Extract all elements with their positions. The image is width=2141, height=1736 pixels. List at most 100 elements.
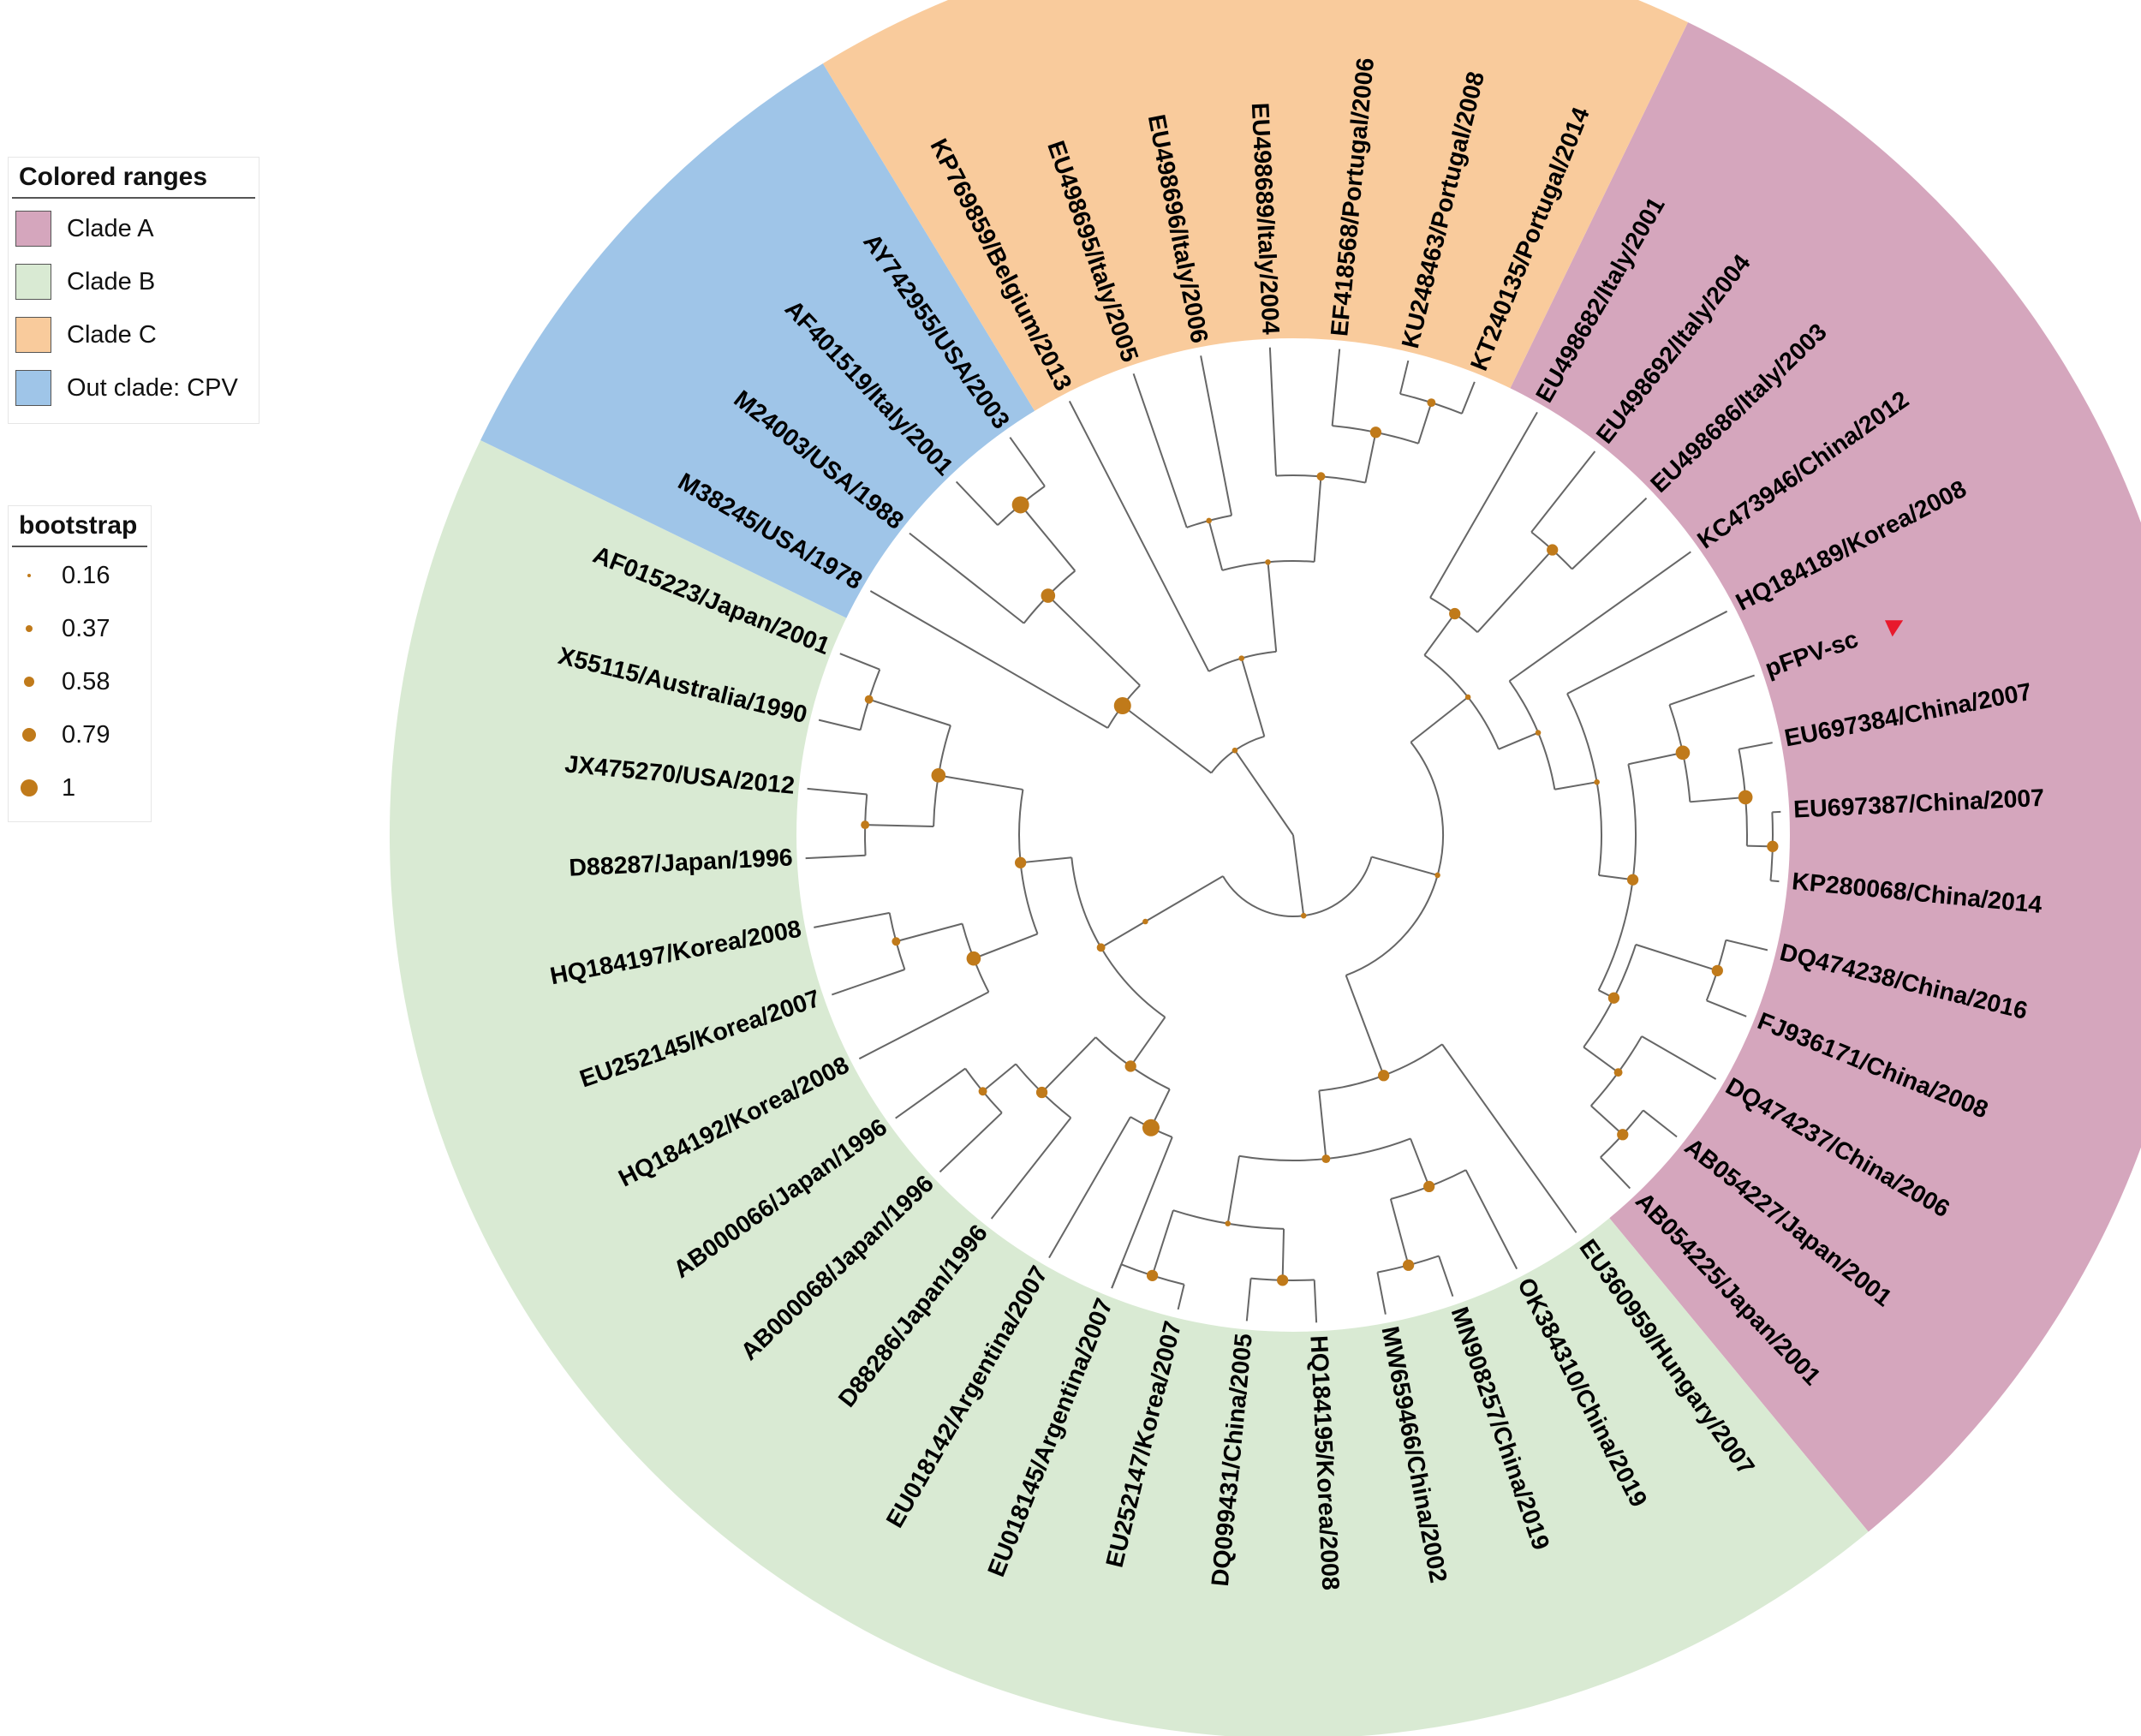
bootstrap-node-dot [1265,559,1271,565]
branch-line [1738,742,1773,750]
branch-line [807,787,868,796]
branch-line [1464,1169,1518,1270]
bootstrap-node-dot [1626,874,1639,886]
bootstrap-node-dot [1316,472,1326,481]
bootstrap-node-dot [1767,840,1779,852]
branch-line [955,480,999,526]
bootstrap-node-dot [1607,992,1620,1004]
branch-line [1628,751,1684,766]
clade-b-swatch [15,264,51,300]
branch-line [1144,875,1224,922]
branch-line [1770,880,1780,883]
branch-line [1371,856,1438,876]
branch-line [1048,1116,1131,1259]
branch-line [1423,612,1456,656]
branch-line [895,1067,966,1119]
branch-line [1410,696,1469,743]
branch-line [1389,1198,1410,1266]
branch-line [1566,610,1728,695]
branch-line [896,922,963,943]
bootstrap-node-dot [1535,730,1542,736]
bootstrap-node-dot [1041,588,1056,603]
branch-line [1313,1280,1318,1323]
legend-item-clade-a: Clade A [9,202,259,255]
bootstrap-dot-icon [27,574,31,577]
bootstrap-node-dot [1402,1259,1415,1271]
bootstrap-dot-icon [24,677,34,687]
bootstrap-node-dot [1464,694,1471,701]
branch-line [1318,1090,1327,1160]
bootstrap-node-dot [1738,790,1753,805]
bootstrap-dot-icon [22,728,36,742]
branch-line [1047,594,1141,687]
branch-line [1571,497,1648,570]
bootstrap-node-dot [1594,779,1600,785]
branch-line [1267,562,1278,653]
bootstrap-node-dot [1276,1274,1289,1286]
out-clade-swatch [15,370,51,406]
bootstrap-node-dot [1146,1269,1159,1281]
branch-line [1690,796,1746,803]
branch-line [1583,1046,1619,1073]
branch-line [1226,1155,1240,1224]
branch-line [1268,347,1278,476]
branch-line [990,1117,1072,1220]
branch-line [1706,999,1747,1017]
branch-line [868,698,951,727]
red-triangle-icon [1884,620,1904,637]
branch-line [1635,943,1718,972]
bootstrap-node-dot [861,820,870,830]
bootstrap-node-dot [1096,943,1106,952]
branch-line [839,653,880,671]
branch-line [1417,402,1433,444]
bootstrap-value: 0.58 [62,667,110,695]
branch-line [1240,658,1266,737]
branch-line [1313,476,1322,563]
branch-line [832,969,905,996]
colored-ranges-legend: Colored ranges Clade A Clade B Clade C O… [8,157,259,424]
bootstrap-node-dot [1675,745,1691,761]
branch-line [1438,1256,1454,1297]
branch-line [1600,1156,1631,1190]
bootstrap-value: 1 [62,773,76,802]
branch-line [814,911,890,928]
branch-line [1461,381,1476,415]
clade-c-swatch [15,317,51,353]
branch-line [1508,551,1691,682]
branch-line [1111,1136,1173,1289]
bootstrap-node-dot [1617,1129,1629,1141]
bootstrap-node-dot [892,937,901,946]
bootstrap-node-dot [1142,918,1148,925]
branch-line [939,1112,1003,1173]
branch-line [1068,400,1210,672]
bootstrap-node-dot [1014,856,1027,868]
branch-line [869,590,1108,729]
bootstrap-dot-icon [26,625,33,632]
branch-line [1530,450,1596,533]
bootstrap-node-dot [1113,696,1131,714]
branch-line [1429,411,1538,599]
bootstrap-node-dot [1547,544,1559,556]
bootstrap-node-dot [1035,1086,1048,1099]
branch-line [865,824,934,828]
branch-line [1441,1043,1577,1233]
branch-line [1590,1105,1624,1136]
branch-line [1410,1138,1430,1187]
bootstrap-node-dot [966,951,981,966]
branch-line [1019,504,1076,572]
bootstrap-node-dot [1238,655,1245,661]
branch-line [1331,349,1341,427]
branch-line [1643,1109,1678,1138]
branch-line [1364,432,1377,483]
branch-line [818,719,861,731]
bootstrap-node-dot [1011,496,1029,514]
bootstrap-node-dot [1142,1119,1160,1136]
bootstrap-item-4: 1 [9,761,151,814]
bootstrap-node-dot [1369,427,1382,438]
bootstrap-node-dot [1434,872,1440,879]
legend-label-clade-a: Clade A [67,214,154,242]
clade-a-swatch [15,211,51,247]
branch-line [1641,1035,1717,1080]
bootstrap-node-dot [1232,747,1238,754]
